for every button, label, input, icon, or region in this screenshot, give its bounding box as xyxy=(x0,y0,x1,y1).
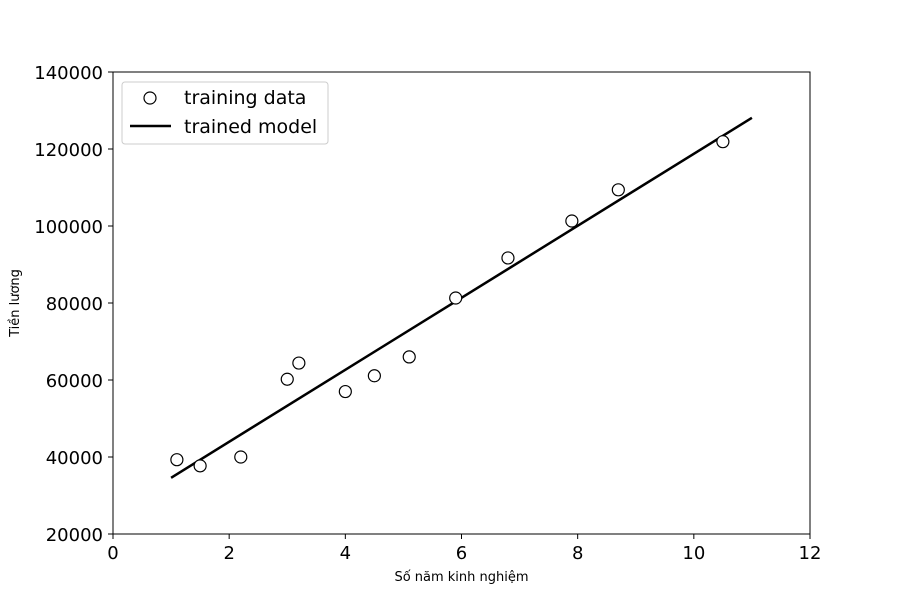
training-data-point xyxy=(234,450,248,464)
training-data-point xyxy=(611,183,625,197)
y-tick-label: 140000 xyxy=(34,63,103,84)
training-data-point xyxy=(170,453,184,467)
y-tick-label: 40000 xyxy=(46,448,103,469)
training-data-point xyxy=(367,369,381,383)
legend-label-training-data: training data xyxy=(184,87,306,109)
x-tick-label: 10 xyxy=(682,543,705,564)
x-tick-label: 6 xyxy=(456,543,467,564)
training-data-point xyxy=(193,459,207,473)
y-tick-label: 100000 xyxy=(34,217,103,238)
marks-layer xyxy=(170,116,753,479)
y-tick-label: 20000 xyxy=(46,525,103,546)
x-tick-label: 4 xyxy=(340,543,351,564)
legend-marker-training-data xyxy=(143,91,157,105)
training-data-point xyxy=(716,135,730,149)
plot-area xyxy=(112,71,811,535)
ticks-layer: 0 2 4 6 8 10 12 20000 40000 60000 80000 100000 12000… xyxy=(34,63,821,564)
training-data-point xyxy=(292,356,306,370)
y-axis-title: Tiền lương xyxy=(8,269,23,338)
x-tick-label: 8 xyxy=(572,543,583,564)
training-data-point xyxy=(565,214,579,228)
x-tick-label: 0 xyxy=(107,543,118,564)
x-tick-label: 12 xyxy=(799,543,822,564)
y-tick-label: 120000 xyxy=(34,140,103,161)
training-data-point xyxy=(402,350,416,364)
training-data-point xyxy=(338,384,352,399)
y-tick-label: 60000 xyxy=(46,371,103,392)
legend-box xyxy=(121,81,329,145)
training-data-point xyxy=(449,291,463,305)
x-axis-title: Số năm kinh nghiệm xyxy=(394,570,528,585)
legend-label-trained-model: trained model xyxy=(184,116,317,138)
y-tick-label: 80000 xyxy=(46,294,103,315)
legend: training data trained model xyxy=(121,81,329,145)
training-data-point xyxy=(280,372,294,386)
training-data-point xyxy=(501,251,515,265)
x-tick-label: 2 xyxy=(223,543,234,564)
